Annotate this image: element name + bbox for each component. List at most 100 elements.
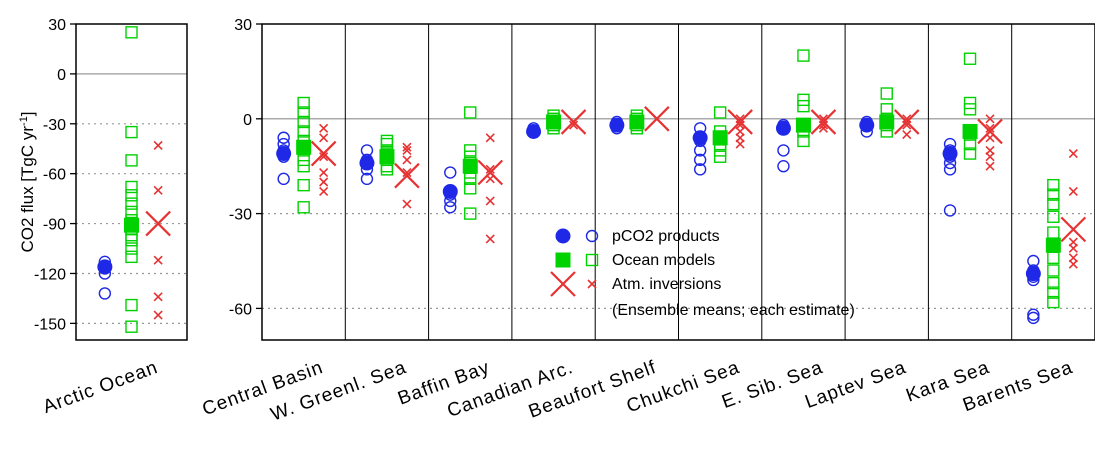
atm-inversions-estimate-point	[1068, 148, 1078, 159]
category-w-greenl-sea	[359, 134, 420, 209]
atm-inversions-estimate-point	[319, 123, 329, 133]
ocean-models-estimate-point	[297, 115, 310, 129]
legend-atm-inversions-mean-marker	[550, 271, 576, 297]
atm-inversions-estimate-point	[485, 164, 495, 174]
ocean-models-estimate-point	[713, 150, 727, 163]
pco2-products-estimate-point	[277, 172, 290, 186]
pco2-products-mean-point	[359, 155, 375, 171]
atm-inversions-estimate-point	[485, 234, 495, 244]
atm-inversions-mean-point	[644, 106, 670, 132]
atm-inversions-estimate-point	[818, 120, 829, 130]
legend-ocean-models-estimate-marker	[585, 253, 599, 267]
y-tick-label: -60	[43, 167, 66, 184]
atm-inversions-estimate-point	[1068, 186, 1078, 197]
ocean-models-estimate-point	[963, 52, 977, 65]
legend-pco2-products-mean-marker	[555, 228, 571, 244]
ocean-models-estimate-point	[1047, 226, 1060, 239]
ocean-models-mean-point	[379, 149, 395, 165]
atm-inversions-estimate-point	[153, 185, 163, 195]
pco2-products-mean-point	[1025, 266, 1041, 282]
atm-inversions-estimate-point	[902, 120, 912, 130]
atm-inversions-estimate-point	[153, 310, 163, 320]
atm-inversions-estimate-point	[568, 120, 579, 130]
y-tick-label: -60	[229, 301, 252, 318]
pco2-products-estimate-point	[777, 144, 790, 157]
ocean-models-estimate-point	[797, 93, 810, 107]
pco2-products-estimate-point	[693, 153, 707, 167]
atm-inversions-mean-point	[1060, 216, 1087, 243]
ocean-models-estimate-point	[125, 125, 138, 139]
pco2-products-estimate-point	[777, 159, 790, 173]
y-tick-label: -120	[34, 266, 66, 283]
ocean-models-estimate-point	[1047, 197, 1060, 211]
ocean-models-estimate-point	[125, 197, 138, 210]
ocean-models-estimate-point	[797, 99, 810, 113]
legend-note: (Ensemble means; each estimate)	[612, 302, 855, 319]
ocean-models-mean-point	[962, 123, 978, 139]
ocean-models-estimate-point	[880, 87, 893, 100]
ocean-models-estimate-point	[797, 134, 810, 148]
pco2-products-mean-point	[859, 117, 875, 133]
atm-inversions-estimate-point	[1068, 259, 1078, 269]
category-baffin-bay	[442, 106, 504, 244]
panel-frame	[75, 23, 188, 341]
atm-inversions-mean-point	[977, 118, 1003, 145]
pco2-products-estimate-point	[1027, 311, 1040, 325]
ocean-models-estimate-point	[125, 180, 138, 194]
atm-inversions-mean-point	[560, 109, 587, 135]
category-central-basin	[276, 96, 337, 214]
pco2-products-mean-point	[775, 120, 791, 136]
atm-inversions-estimate-point	[402, 155, 412, 165]
ocean-models-estimate-point	[464, 182, 477, 195]
category-canadian-arc	[526, 109, 587, 139]
ocean-models-estimate-point	[1047, 264, 1060, 277]
ocean-models-estimate-point	[125, 320, 138, 333]
atm-inversions-mean-point	[893, 109, 920, 135]
x-category-label: Arctic Ocean	[40, 357, 161, 418]
y-axis-label: CO2 flux [TgC yr-1]	[18, 111, 37, 252]
category-beaufort-shelf	[609, 106, 670, 135]
ocean-models-estimate-point	[1047, 178, 1060, 192]
ocean-models-estimate-point	[464, 207, 477, 220]
legend-label-pco2: pCO2 products	[612, 228, 720, 245]
ocean-models-estimate-point	[797, 49, 810, 62]
y-tick-label: 0	[57, 67, 66, 84]
ocean-models-estimate-point	[963, 96, 977, 110]
legend-ocean-models-mean-marker	[555, 252, 571, 268]
atm-inversions-mean-point	[477, 159, 504, 186]
atm-inversions-estimate-point	[153, 255, 163, 265]
atm-inversions-estimate-point	[402, 199, 412, 209]
ocean-models-mean-point	[546, 114, 562, 130]
ocean-models-mean-point	[629, 114, 645, 130]
ocean-models-mean-point	[124, 217, 139, 233]
y-tick-label: -30	[43, 117, 66, 134]
atm-inversions-estimate-point	[402, 167, 412, 178]
pco2-products-estimate-point	[98, 287, 112, 300]
ocean-models-estimate-point	[125, 189, 138, 202]
ocean-models-estimate-point	[1047, 251, 1060, 265]
ocean-models-estimate-point	[1047, 210, 1060, 223]
atm-inversions-estimate-point	[485, 133, 495, 143]
pco2-products-mean-point	[276, 146, 292, 162]
pco2-products-estimate-point	[277, 131, 290, 144]
ocean-models-estimate-point	[125, 26, 138, 39]
ocean-models-mean-point	[879, 114, 895, 130]
atm-inversions-mean-point	[394, 162, 420, 189]
pco2-products-mean-point	[97, 259, 113, 275]
y-tick-label: -90	[43, 217, 66, 234]
legend-label-ocean: Ocean models	[612, 252, 715, 269]
ocean-models-estimate-point	[1047, 276, 1060, 290]
atm-inversions-mean-point	[810, 109, 837, 135]
arctic-ocean-panel: 30 0 -30 -60 -90 -120 -150 Arctic Ocean	[34, 17, 188, 418]
y-tick-label: 0	[243, 112, 252, 129]
panel-frame	[261, 23, 1095, 341]
atm-inversions-estimate-point	[319, 133, 329, 143]
ocean-models-mean-point	[296, 139, 312, 155]
pco2-products-estimate-point	[943, 163, 957, 176]
category-laptev-sea	[859, 87, 920, 140]
ocean-models-estimate-point	[1047, 286, 1060, 299]
atm-inversions-estimate-point	[1068, 243, 1078, 253]
y-tick-label: -30	[229, 207, 252, 224]
